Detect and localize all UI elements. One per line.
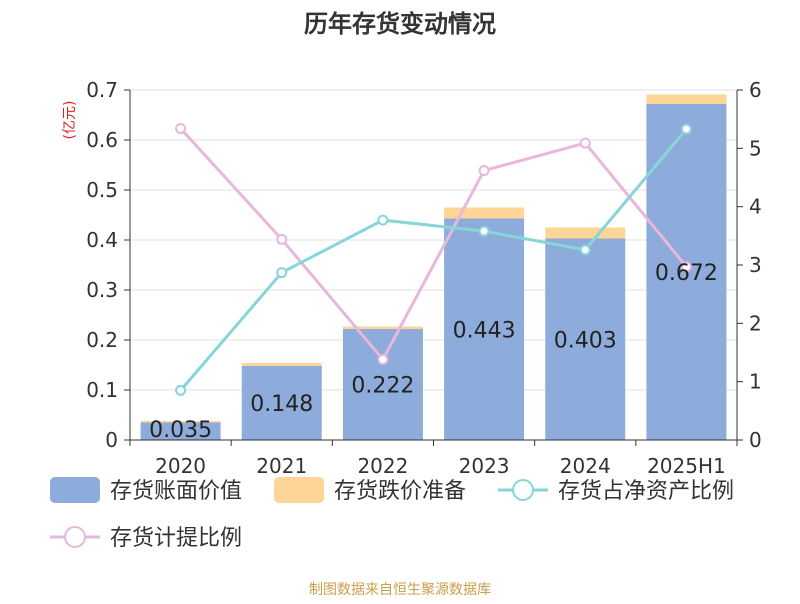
line-net-asset-ratio-point (478, 225, 490, 237)
left-axis-unit-label: (亿元) (62, 101, 78, 140)
bar-data-label: 0.403 (554, 328, 617, 353)
legend-label: 存货计提比例 (110, 526, 242, 551)
bar-book-value (444, 218, 525, 440)
legend-item: 存货账面价值 (50, 477, 242, 504)
line-net-asset-ratio-point (680, 123, 692, 135)
legend-item: 存货计提比例 (50, 526, 242, 551)
bar-series (140, 94, 727, 440)
left-tick-label: 0.6 (86, 128, 118, 152)
bar-data-label: 0.222 (351, 374, 414, 399)
line-net-asset-ratio-point (175, 384, 187, 396)
axes: 0 0.1 0.2 0.3 0.4 0.5 0.6 0.7 0 1 2 3 4 5 6 2020 2021 202… (62, 78, 762, 478)
right-tick-label: 3 (749, 253, 762, 277)
x-tick-label: 2021 (256, 454, 307, 478)
left-tick-label: 0.7 (86, 78, 118, 102)
right-tick-label: 6 (749, 78, 762, 102)
line-net-asset-ratio-point (377, 214, 389, 226)
bar-impairment-reserve (241, 363, 322, 366)
line-net-asset-ratio-point (579, 244, 591, 256)
legend-swatch (50, 477, 100, 503)
bar-book-value (241, 366, 322, 440)
bar-data-label: 0.148 (250, 392, 313, 417)
legend-marker (64, 526, 86, 548)
data-labels: 0.035 0.148 0.222 0.443 0.403 0.672 (149, 261, 718, 443)
line-net-asset-ratio (179, 128, 688, 392)
legend-item: 存货占净资产比例 (498, 479, 734, 504)
left-tick-label: 0.1 (86, 378, 118, 402)
bar-impairment-reserve (140, 421, 221, 423)
bar-data-label: 0.035 (149, 418, 212, 443)
x-tick-label: 2024 (560, 454, 611, 478)
line-provision-ratio-point (377, 354, 389, 365)
chart-title: 历年存货变动情况 (304, 10, 496, 38)
x-tick-label: 2025H1 (647, 454, 726, 478)
x-tick-label: 2020 (155, 454, 206, 478)
line-provision-ratio (179, 127, 688, 363)
legend-label: 存货跌价准备 (334, 479, 466, 504)
line-provision-ratio-point (680, 261, 692, 273)
right-tick-label: 4 (749, 195, 762, 219)
line-net-asset-ratio-point (276, 267, 288, 279)
bar-book-value (545, 238, 626, 440)
legend-label: 存货账面价值 (110, 479, 242, 504)
line-provision-ratio-point (579, 137, 591, 149)
left-tick-label: 0.4 (86, 228, 118, 252)
right-tick-label: 0 (749, 428, 762, 452)
x-tick-label: 2023 (459, 454, 510, 478)
bar-data-label: 0.443 (453, 318, 516, 343)
grid-lines (130, 89, 737, 391)
bar-impairment-reserve (545, 227, 626, 239)
right-tick-label: 2 (749, 311, 762, 335)
source-note: 制图数据来自恒生聚源数据库 (309, 582, 491, 598)
legend-swatch (274, 477, 324, 503)
bar-book-value (342, 329, 423, 440)
bar-impairment-reserve (342, 326, 423, 329)
line-provision-ratio-point (175, 123, 187, 134)
bar-impairment-reserve (444, 207, 525, 219)
legend-item: 存货跌价准备 (274, 477, 466, 504)
bar-book-value (140, 422, 221, 440)
left-tick-label: 0.3 (86, 278, 118, 302)
left-tick-label: 0.5 (86, 178, 118, 202)
legend-label: 存货占净资产比例 (558, 479, 734, 504)
line-provision-ratio-point (276, 233, 288, 245)
x-tick-label: 2022 (357, 454, 408, 478)
line-provision-ratio-point (478, 165, 490, 176)
right-tick-label: 1 (749, 370, 762, 394)
left-tick-label: 0 (105, 428, 118, 452)
left-tick-label: 0.2 (86, 328, 118, 352)
bar-data-label: 0.672 (655, 261, 718, 286)
bar-impairment-reserve (646, 94, 727, 104)
line-series (175, 123, 692, 396)
right-tick-label: 5 (749, 136, 762, 160)
legend-marker (512, 479, 534, 501)
